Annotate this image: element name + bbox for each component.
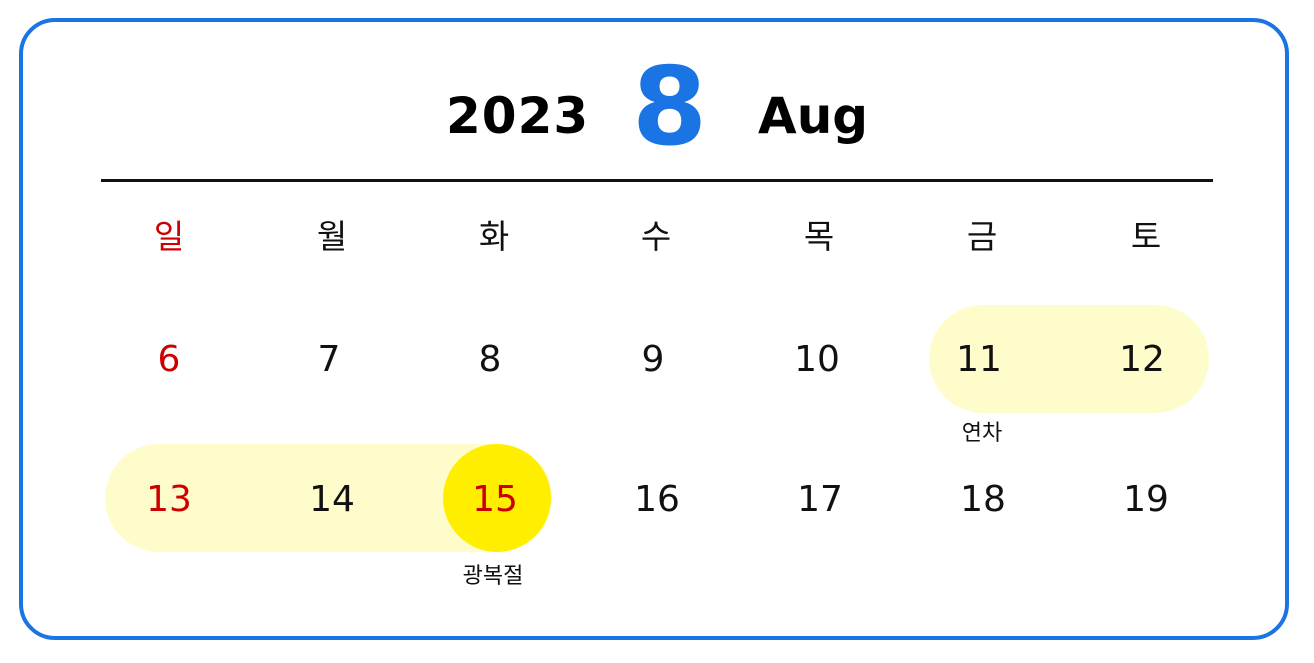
day-15[interactable]: 15 [472,479,518,520]
day-11[interactable]: 11 [956,339,1002,380]
day-8[interactable]: 8 [478,339,502,380]
weekday-thursday: 목 [803,217,835,256]
day-18[interactable]: 18 [960,479,1006,520]
day-19[interactable]: 19 [1123,479,1169,520]
weekday-saturday: 토 [1130,217,1162,256]
note-liberation-day: 광복절 [462,564,524,589]
leave-range-highlight [929,305,1209,413]
weekday-friday: 금 [966,217,998,256]
year-label: 2023 [446,87,590,145]
holiday-circle [443,444,551,552]
weekday-wednesday: 수 [640,217,672,256]
month-number: 8 [632,45,708,170]
day-17[interactable]: 17 [797,479,843,520]
weekday-sunday: 일 [153,217,185,256]
month-name: Aug [758,87,869,145]
day-12[interactable]: 12 [1119,339,1165,380]
weekday-tuesday: 화 [478,217,510,256]
day-16[interactable]: 16 [634,479,680,520]
day-9[interactable]: 9 [641,339,665,380]
day-10[interactable]: 10 [794,339,840,380]
weekday-monday: 월 [316,217,348,256]
header-divider [101,179,1213,182]
day-14[interactable]: 14 [309,479,355,520]
day-7[interactable]: 7 [317,339,341,380]
note-annual-leave: 연차 [961,421,1003,446]
calendar-header: 2023 8 Aug [0,0,1314,170]
day-13[interactable]: 13 [146,479,192,520]
day-6[interactable]: 6 [157,339,181,380]
